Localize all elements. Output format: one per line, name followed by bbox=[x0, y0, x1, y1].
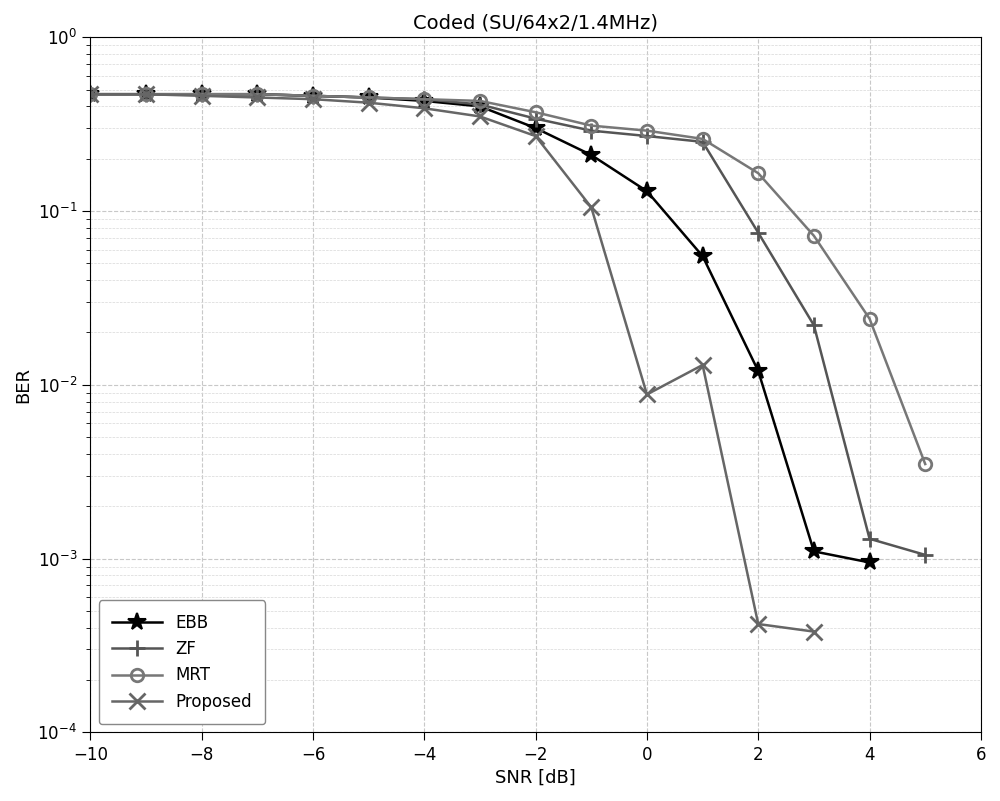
ZF bbox=[251, 90, 263, 99]
Proposed bbox=[363, 98, 375, 107]
EBB bbox=[808, 546, 820, 556]
MRT bbox=[752, 168, 764, 178]
Proposed bbox=[808, 627, 820, 637]
Line: Proposed: Proposed bbox=[83, 87, 822, 639]
ZF bbox=[919, 550, 931, 560]
Proposed bbox=[474, 111, 486, 121]
Line: EBB: EBB bbox=[81, 85, 879, 571]
EBB bbox=[363, 93, 375, 103]
MRT bbox=[530, 107, 542, 117]
MRT bbox=[585, 121, 597, 131]
Proposed bbox=[84, 90, 96, 99]
Proposed bbox=[752, 619, 764, 629]
EBB bbox=[585, 151, 597, 160]
Proposed bbox=[140, 90, 152, 99]
EBB bbox=[530, 123, 542, 133]
Line: MRT: MRT bbox=[84, 88, 931, 470]
MRT bbox=[864, 314, 876, 324]
Proposed bbox=[641, 389, 653, 399]
EBB bbox=[140, 90, 152, 99]
ZF bbox=[363, 93, 375, 103]
EBB bbox=[251, 90, 263, 99]
MRT bbox=[641, 126, 653, 135]
Proposed bbox=[307, 95, 319, 104]
ZF bbox=[585, 126, 597, 135]
Proposed bbox=[418, 103, 430, 113]
ZF bbox=[418, 95, 430, 104]
MRT bbox=[474, 96, 486, 106]
ZF bbox=[530, 114, 542, 123]
EBB bbox=[697, 252, 709, 261]
MRT bbox=[251, 90, 263, 99]
MRT bbox=[697, 134, 709, 143]
Line: ZF: ZF bbox=[82, 86, 934, 563]
ZF bbox=[864, 534, 876, 544]
ZF bbox=[196, 90, 208, 99]
Proposed bbox=[585, 203, 597, 212]
Legend: EBB, ZF, MRT, Proposed: EBB, ZF, MRT, Proposed bbox=[99, 601, 265, 724]
ZF bbox=[752, 228, 764, 238]
MRT bbox=[307, 91, 319, 101]
MRT bbox=[363, 93, 375, 103]
ZF bbox=[474, 99, 486, 109]
EBB bbox=[196, 90, 208, 99]
Title: Coded (SU/64x2/1.4MHz): Coded (SU/64x2/1.4MHz) bbox=[413, 14, 658, 33]
ZF bbox=[808, 320, 820, 330]
EBB bbox=[84, 90, 96, 99]
X-axis label: SNR [dB]: SNR [dB] bbox=[495, 769, 576, 787]
MRT bbox=[418, 95, 430, 104]
EBB bbox=[641, 187, 653, 196]
ZF bbox=[307, 91, 319, 101]
Proposed bbox=[697, 360, 709, 370]
Y-axis label: BER: BER bbox=[14, 367, 32, 403]
MRT bbox=[808, 231, 820, 240]
MRT bbox=[919, 459, 931, 469]
EBB bbox=[864, 557, 876, 567]
EBB bbox=[418, 96, 430, 106]
MRT bbox=[196, 90, 208, 99]
Proposed bbox=[196, 91, 208, 101]
ZF bbox=[84, 90, 96, 99]
EBB bbox=[474, 102, 486, 111]
EBB bbox=[752, 366, 764, 376]
Proposed bbox=[251, 93, 263, 103]
Proposed bbox=[530, 131, 542, 141]
EBB bbox=[307, 91, 319, 101]
MRT bbox=[140, 90, 152, 99]
MRT bbox=[84, 90, 96, 99]
ZF bbox=[697, 137, 709, 147]
ZF bbox=[641, 131, 653, 141]
ZF bbox=[140, 90, 152, 99]
